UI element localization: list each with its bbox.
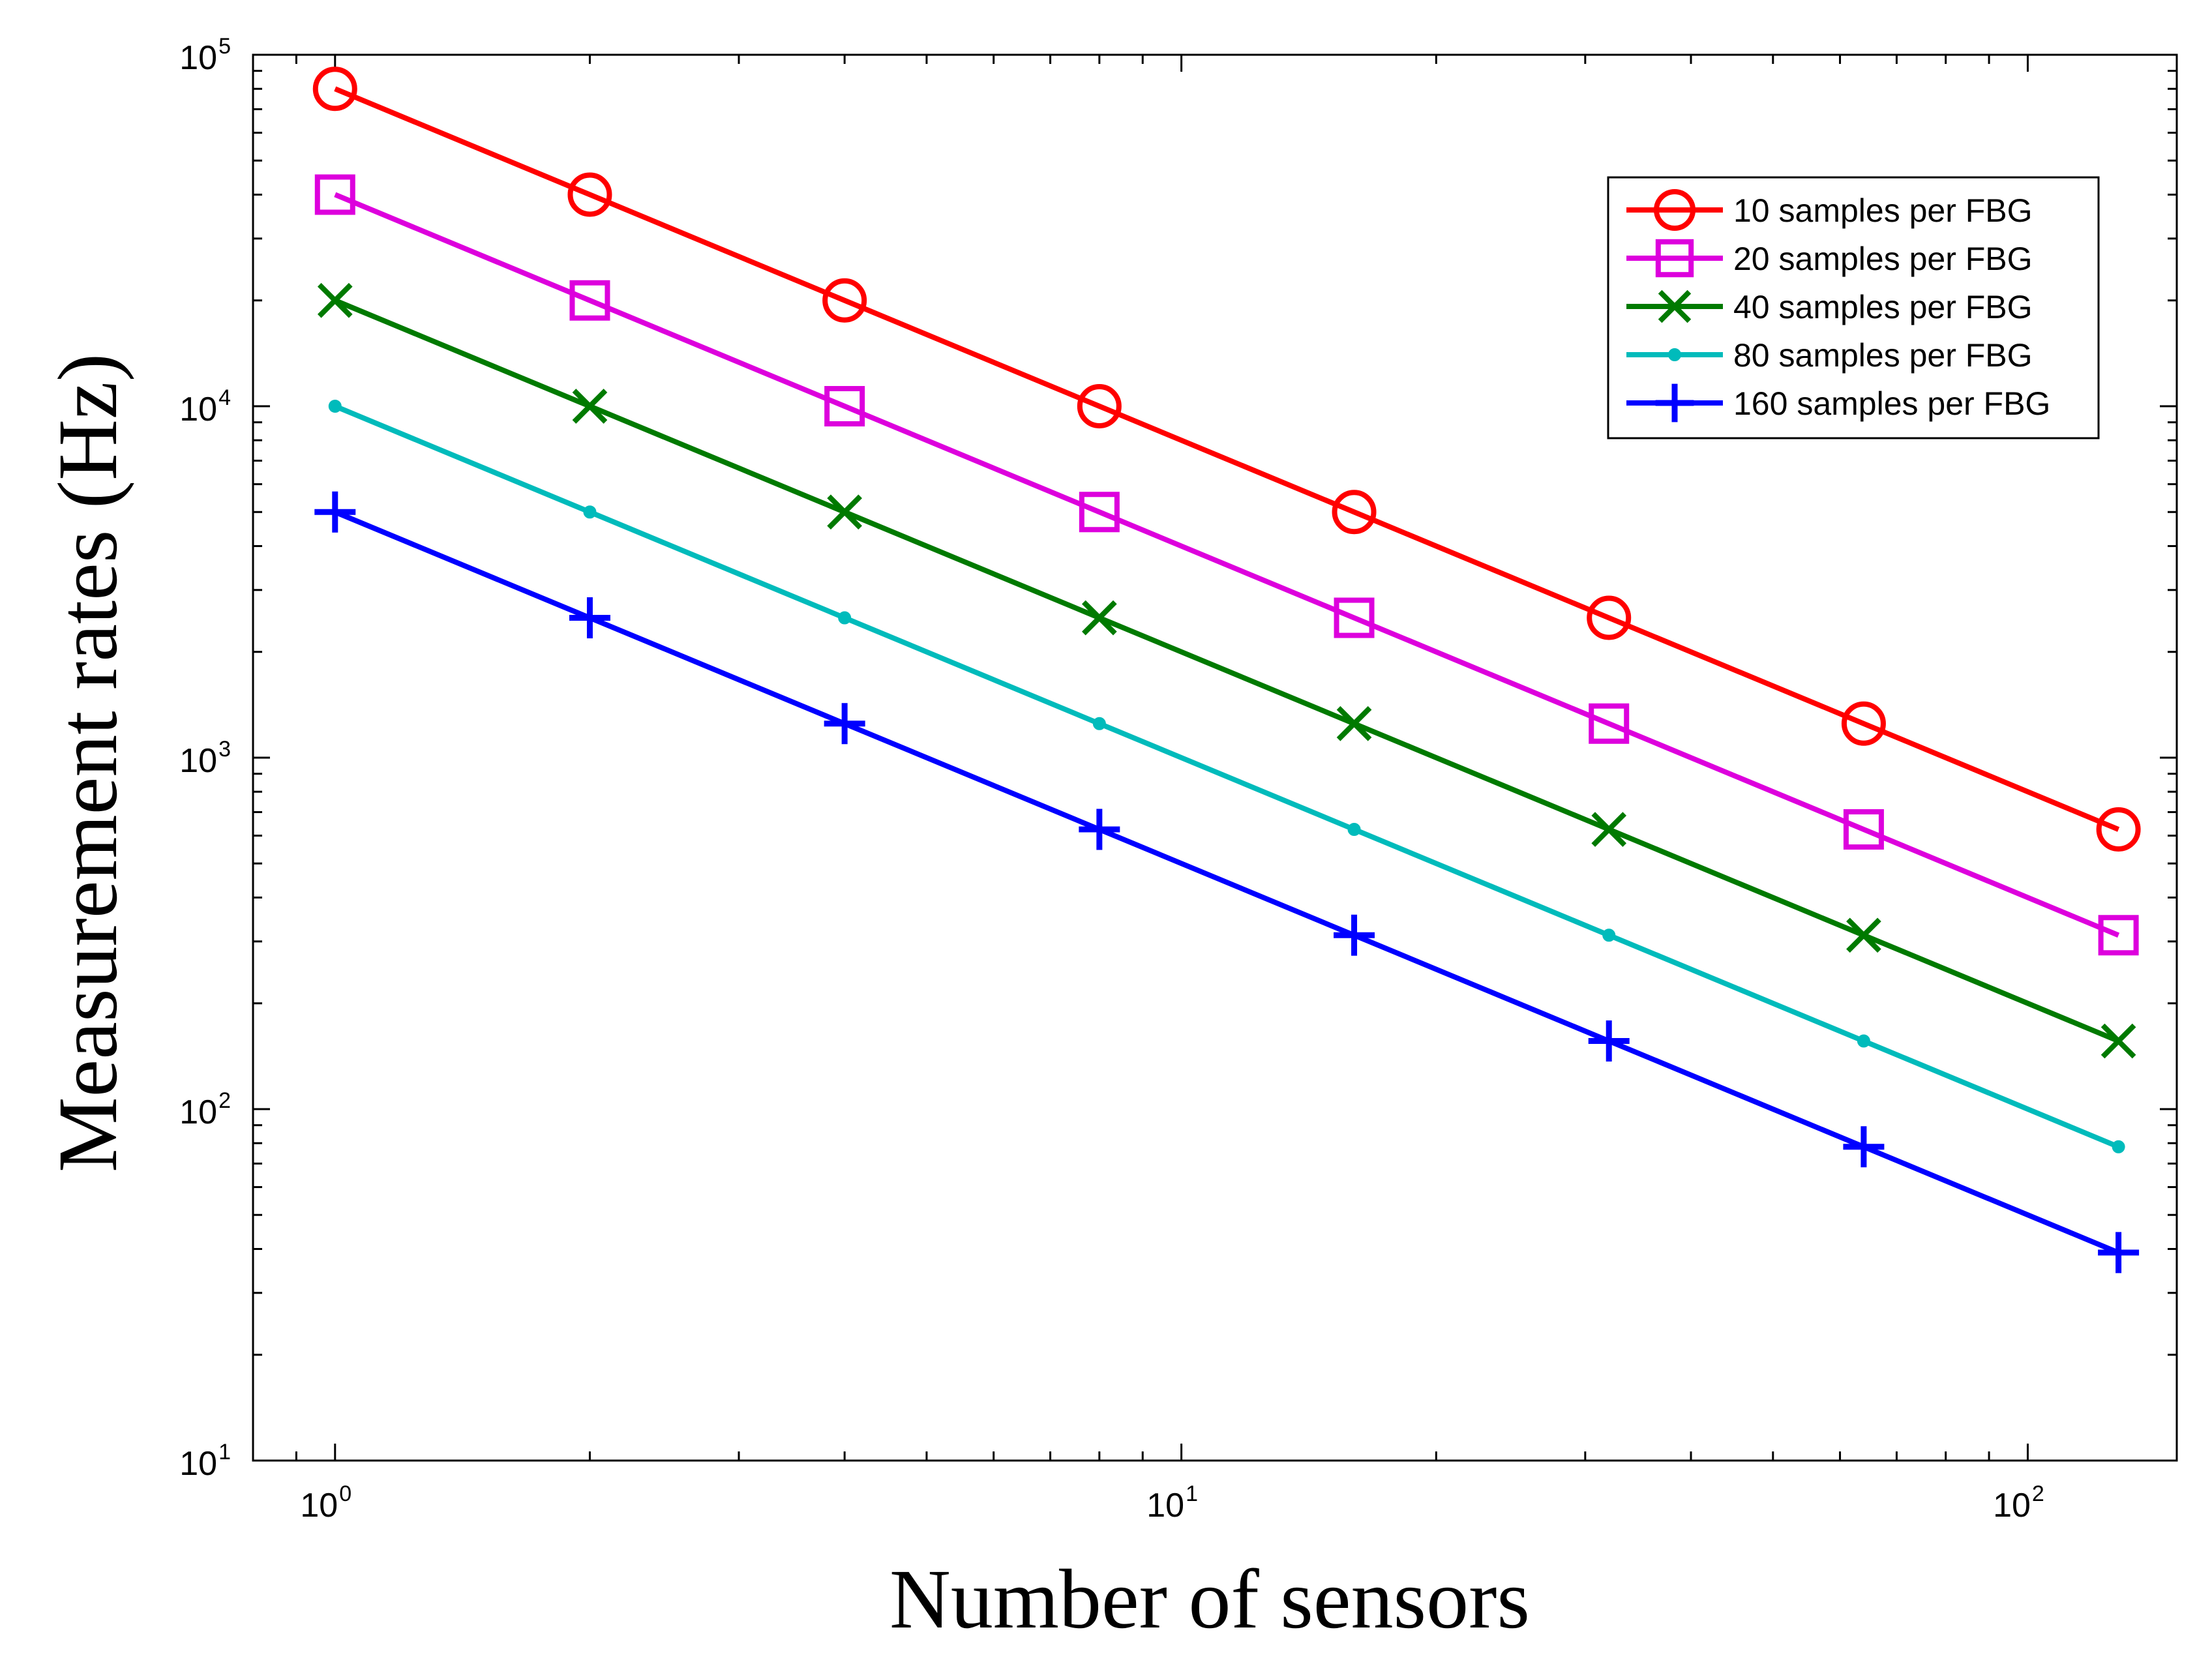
y-axis-title: Measurement rates (Hz)	[41, 353, 135, 1172]
legend-marker	[1655, 383, 1694, 423]
data-point	[2096, 807, 2141, 852]
data-point	[314, 174, 355, 215]
data-point	[1591, 812, 1627, 847]
series-square	[314, 174, 2139, 956]
x-tick-label: 102	[1993, 1481, 2044, 1524]
data-point	[1092, 717, 1106, 730]
data-point	[838, 611, 852, 625]
data-point	[567, 172, 612, 217]
data-point	[824, 386, 865, 426]
data-point	[1843, 1126, 1885, 1168]
legend-label: 10 samples per FBG	[1733, 192, 2033, 229]
data-point	[314, 491, 356, 533]
series-line	[334, 404, 2120, 1150]
legend-marker	[1654, 189, 1696, 231]
data-point	[1082, 600, 1117, 636]
legend-marker	[1658, 290, 1692, 323]
legend-item: 20 samples per FBG	[1626, 239, 2033, 278]
data-point	[1332, 490, 1377, 535]
legend-label: 80 samples per FBG	[1733, 337, 2033, 374]
data-point	[2098, 1232, 2140, 1273]
data-point	[1079, 809, 1120, 850]
data-point	[822, 278, 867, 323]
legend-item: 160 samples per FBG	[1626, 383, 2050, 423]
y-tick-label: 104	[179, 385, 231, 428]
data-point	[583, 505, 597, 519]
legend-label: 160 samples per FBG	[1733, 385, 2050, 422]
x-tick-label: 100	[300, 1481, 351, 1524]
legend-marker	[1668, 348, 1681, 361]
data-point	[1843, 809, 1884, 850]
data-point	[827, 494, 862, 530]
series-dot	[328, 400, 2125, 1153]
legend: 10 samples per FBG 20 samples per FBG 40 s…	[1607, 176, 2100, 439]
data-point	[1588, 1020, 1630, 1062]
data-point	[312, 67, 357, 111]
y-tick-label: 103	[179, 737, 231, 780]
data-point	[1602, 929, 1616, 942]
y-tick-label: 102	[179, 1088, 231, 1131]
data-point	[569, 597, 610, 639]
data-point	[1857, 1034, 1870, 1048]
plot-area-frame	[252, 53, 2178, 1462]
data-point	[824, 703, 865, 745]
data-point	[1077, 384, 1122, 428]
series-x	[317, 282, 2136, 1059]
series-line	[334, 86, 2120, 832]
data-point	[1334, 597, 1375, 638]
series-line	[334, 298, 2120, 1044]
data-point	[572, 389, 608, 424]
y-tick-label: 105	[179, 34, 231, 77]
series-plus	[314, 491, 2140, 1273]
y-tick-label: 101	[179, 1440, 231, 1483]
data-point	[569, 280, 610, 321]
data-point	[2112, 1140, 2125, 1153]
data-point	[1846, 917, 1881, 953]
data-point	[1347, 823, 1361, 837]
data-point	[1841, 701, 1886, 746]
legend-item: 10 samples per FBG	[1626, 189, 2033, 231]
series-circle	[312, 67, 2141, 852]
data-point	[1334, 914, 1375, 956]
data-point	[2100, 1023, 2136, 1059]
x-tick-label: 101	[1146, 1481, 1198, 1524]
legend-marker	[1655, 239, 1694, 278]
data-point	[1079, 492, 1120, 533]
data-point	[2098, 915, 2139, 956]
legend-label: 20 samples per FBG	[1733, 241, 2033, 277]
data-point	[317, 282, 353, 318]
legend-label: 40 samples per FBG	[1733, 289, 2033, 325]
x-axis-title: Number of sensors	[889, 1553, 1530, 1646]
legend-item: 80 samples per FBG	[1626, 337, 2033, 374]
data-point	[328, 400, 342, 413]
data-point	[1587, 595, 1632, 640]
legend-item: 40 samples per FBG	[1626, 289, 2033, 325]
series-line	[334, 509, 2120, 1255]
data-point	[1589, 703, 1630, 744]
series-line	[334, 192, 2120, 938]
data-point	[1336, 706, 1372, 741]
